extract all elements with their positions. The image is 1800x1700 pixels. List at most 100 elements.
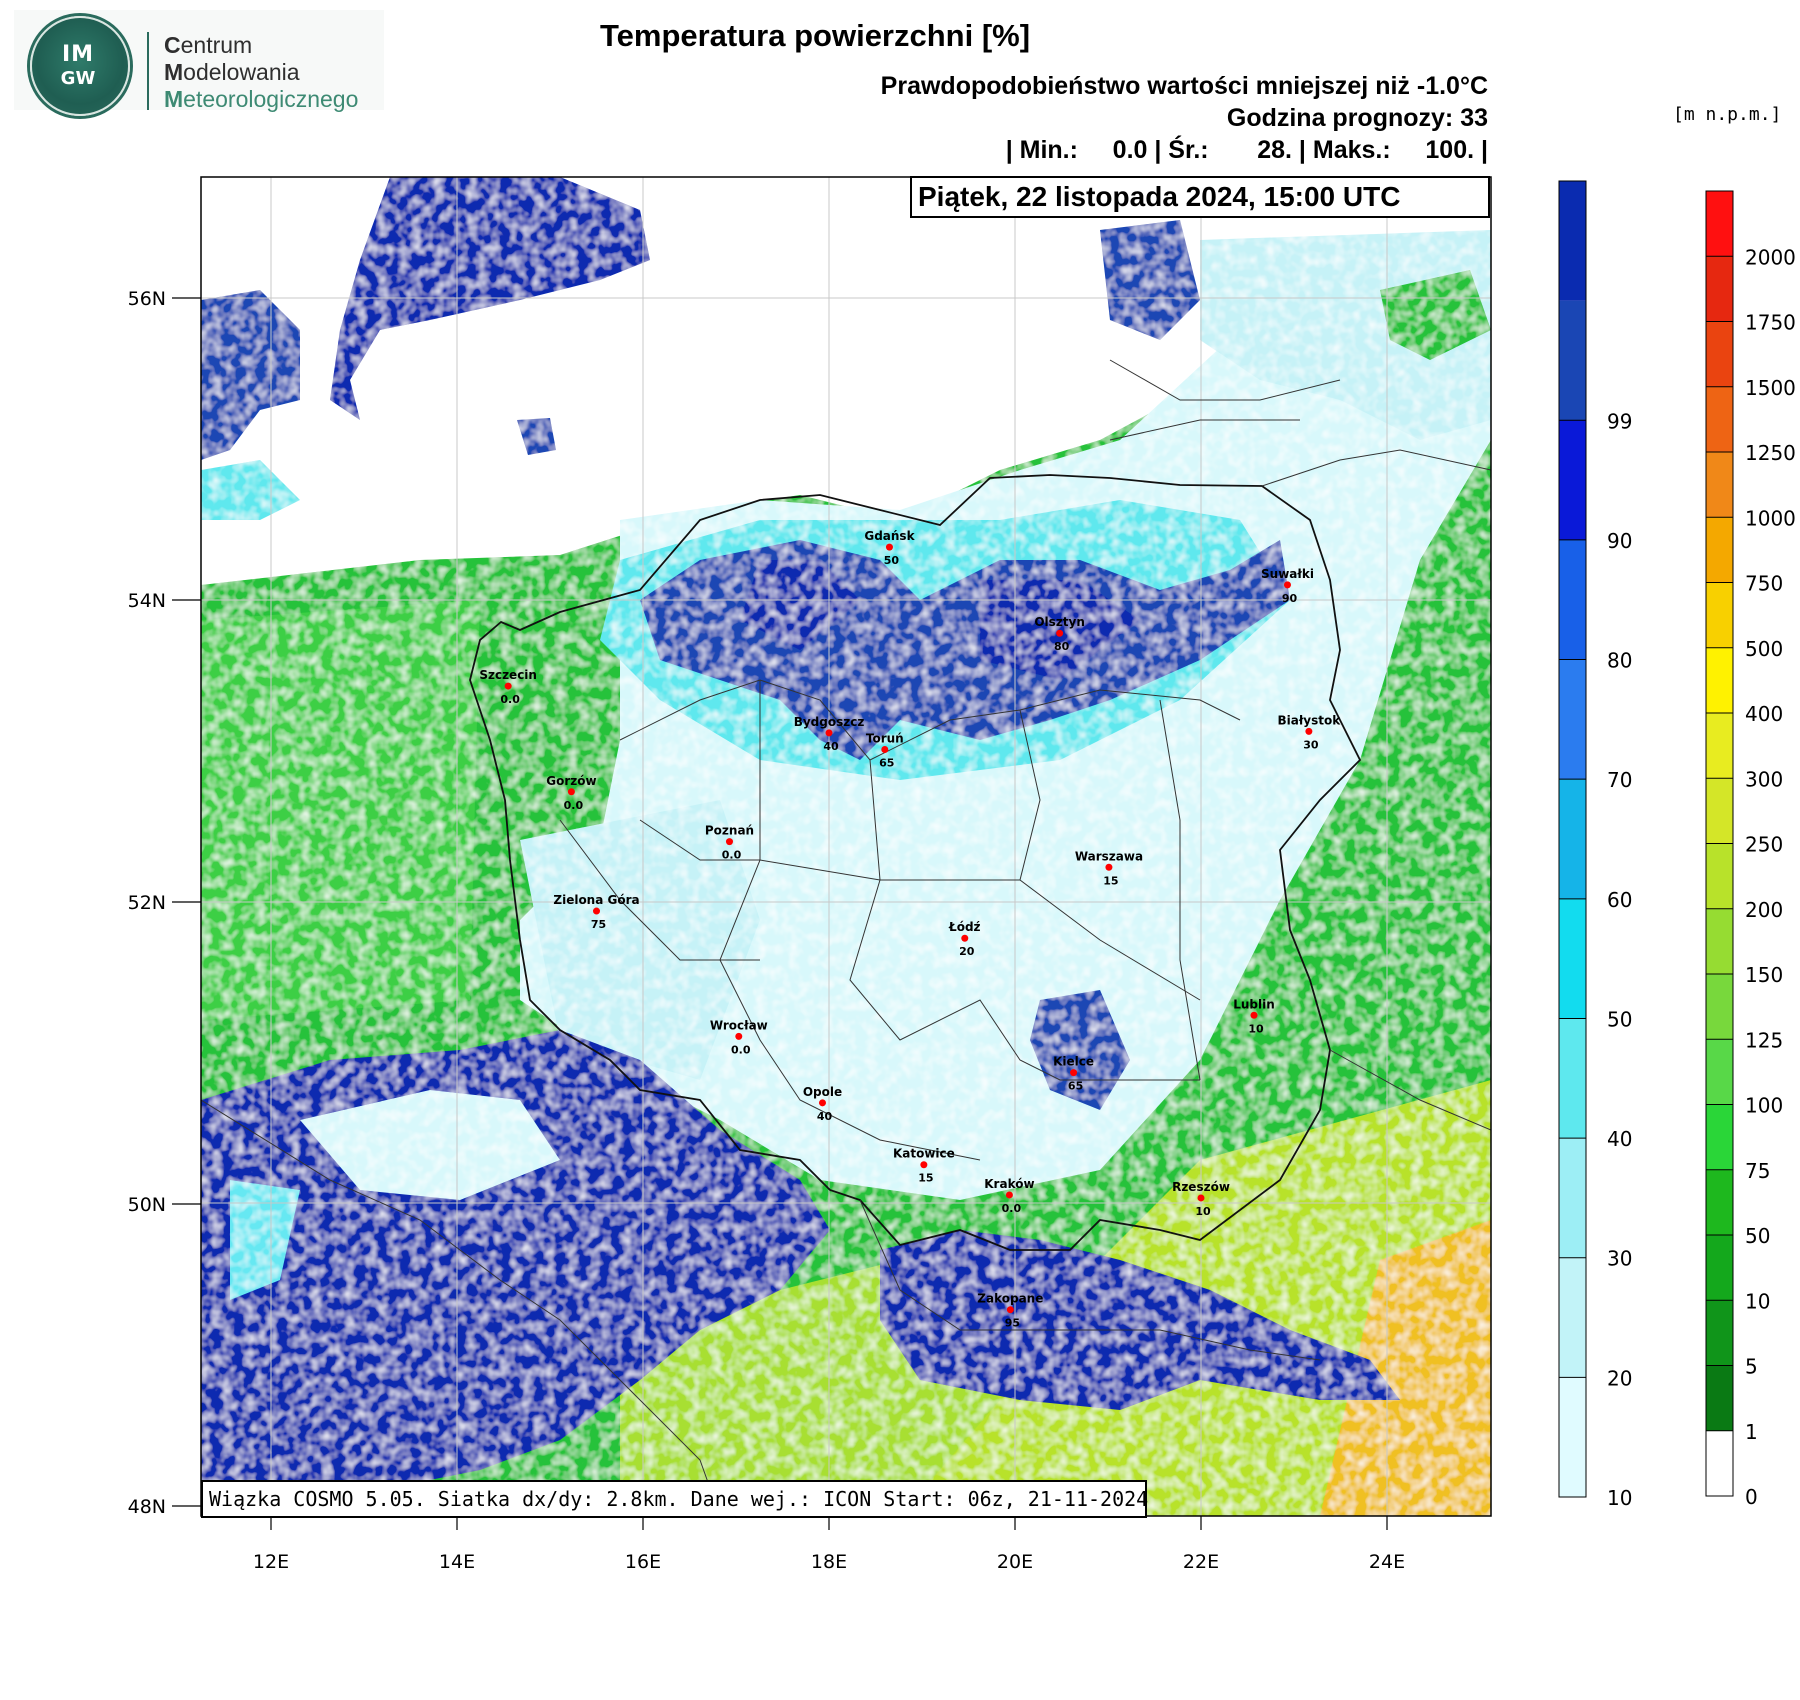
elev-label: 100: [1745, 1094, 1783, 1118]
city-value: 30: [1303, 738, 1319, 751]
city-name: Gdańsk: [864, 529, 915, 543]
city-value: 50: [884, 554, 900, 567]
elev-color-step: [1706, 843, 1733, 909]
elev-label: 10: [1745, 1289, 1770, 1313]
city-value: 65: [879, 756, 894, 769]
prob-label: 20: [1607, 1366, 1632, 1390]
city-dot: [725, 838, 733, 846]
city-dot: [1070, 1069, 1078, 1077]
city-dot: [593, 907, 600, 915]
prob-label: 50: [1607, 1007, 1632, 1031]
elev-label: 1250: [1745, 441, 1796, 465]
city-name: Wrocław: [710, 1018, 768, 1032]
city-value: 75: [591, 918, 606, 931]
city-name: Gorzów: [546, 774, 596, 788]
model-info-footer: Wiązka COSMO 5.05. Siatka dx/dy: 2.8km. …: [201, 1480, 1148, 1518]
elev-label: 1500: [1745, 376, 1796, 400]
bornholm-patch: [517, 418, 556, 455]
city-name: Opole: [803, 1085, 842, 1099]
graticule: [201, 177, 1491, 1516]
map-title: Temperatura powierzchni [%]: [600, 18, 1031, 53]
city-name: Zakopane: [977, 1292, 1043, 1306]
city-name: Olsztyn: [1034, 615, 1085, 629]
city-dot: [504, 682, 512, 690]
map-subtitle: Prawdopodobieństwo wartości mniejszej ni…: [880, 72, 1488, 100]
city-name: Katowice: [893, 1147, 955, 1161]
city-value: 40: [817, 1110, 833, 1123]
city-dot: [881, 745, 889, 753]
west-central-patch: [520, 800, 760, 1080]
probability-colorbar: 10 20 30 40 50 60 70 80 90 99: [1558, 180, 1632, 1510]
elev-label: 125: [1745, 1028, 1783, 1052]
carpathian-high: [1320, 1220, 1491, 1516]
elev-label: 750: [1745, 572, 1783, 596]
city-value: 20: [959, 945, 975, 958]
elev-label: 1: [1745, 1420, 1758, 1444]
logo-initial: C: [164, 32, 181, 58]
elev-color-step: [1706, 1430, 1733, 1496]
elev-color-step: [1706, 1104, 1733, 1170]
baltic-green-patch: [1380, 270, 1491, 360]
imgw-logo: IM GW Centrum Modelowania Meteorologiczn…: [14, 10, 384, 116]
elev-label: 300: [1745, 767, 1783, 791]
city-dot: [1197, 1194, 1205, 1202]
city-name: Białystok: [1278, 713, 1342, 727]
lat-label: 52N: [128, 892, 166, 914]
logo-emblem-subtext: GW: [60, 68, 96, 89]
city-dot: [961, 934, 969, 942]
city-name: Bydgoszcz: [794, 715, 865, 729]
city-value: 95: [1005, 1317, 1020, 1330]
neighbour-borders: [201, 359, 1491, 1516]
prob-label: 60: [1607, 888, 1632, 912]
lon-label: 18E: [811, 1551, 847, 1573]
city-value: 0.0: [722, 849, 742, 862]
prob-color-step: [1559, 779, 1586, 899]
elev-color-step: [1706, 974, 1733, 1040]
city-name: Kielce: [1053, 1055, 1094, 1069]
lon-label: 12E: [253, 1551, 289, 1573]
prob-color-step: [1559, 300, 1586, 421]
city-value: 90: [1282, 592, 1298, 605]
lon-label: 16E: [625, 1551, 661, 1573]
elev-label: 1000: [1745, 506, 1796, 530]
latitude-axis: 56N 54N 52N 50N 48N: [128, 288, 201, 1518]
tatra-high-probability: [880, 1230, 1400, 1410]
city-value: 0.0: [731, 1043, 751, 1056]
city-value: 0.0: [564, 799, 584, 812]
pomerania-core: [740, 560, 860, 650]
city-value: 15: [1103, 874, 1118, 887]
elev-color-step: [1706, 256, 1733, 322]
city-dot: [1006, 1306, 1014, 1314]
prob-label: 70: [1607, 768, 1632, 792]
lat-label: 50N: [128, 1194, 166, 1216]
lithuania-coast-high: [1100, 220, 1200, 340]
city-dot: [885, 543, 893, 551]
elev-color-step: [1706, 713, 1733, 779]
prob-color-step: [1559, 181, 1586, 301]
elev-color-step: [1706, 452, 1733, 518]
elev-label: 5: [1745, 1355, 1758, 1379]
city-name: Zielona Góra: [553, 893, 639, 907]
elev-color-step: [1706, 321, 1733, 387]
elev-label: 50: [1745, 1224, 1770, 1248]
city-dot: [825, 729, 833, 737]
city-value: 40: [823, 740, 839, 753]
lon-label: 14E: [439, 1551, 475, 1573]
denmark-high-probability: [201, 290, 300, 460]
city-dot: [920, 1161, 928, 1169]
elev-label: 400: [1745, 702, 1783, 726]
prob-label: 30: [1607, 1247, 1632, 1271]
prob-color-step: [1559, 898, 1586, 1019]
logo-initial: M: [164, 86, 184, 112]
elev-label: 150: [1745, 963, 1783, 987]
city-dot: [1005, 1191, 1013, 1199]
prob-label: 90: [1607, 529, 1632, 553]
elev-label: 2000: [1745, 245, 1796, 269]
prob-label: 80: [1607, 649, 1632, 673]
city-name: Suwałki: [1261, 567, 1314, 581]
elev-color-step: [1706, 1039, 1733, 1105]
field-regions: [201, 177, 1491, 1516]
poland-border: [469, 474, 1362, 1251]
city-name: Łódź: [948, 920, 981, 934]
